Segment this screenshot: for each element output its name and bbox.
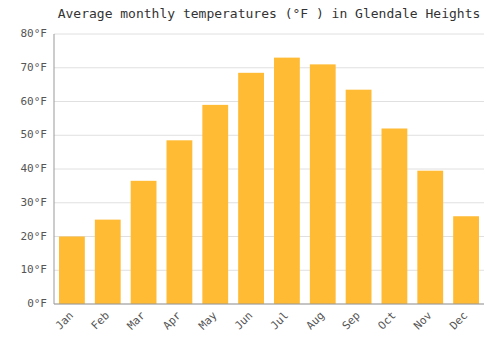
x-tick-label: Aug	[304, 309, 327, 332]
bar	[59, 237, 85, 305]
x-tick-label: Jun	[232, 309, 255, 332]
x-tick-label: Dec	[447, 309, 470, 332]
y-tick-label: 20°F	[21, 230, 48, 243]
x-tick-label: Mar	[125, 309, 149, 333]
x-tick-label: Feb	[89, 309, 112, 332]
chart-container: 0°F 10°F 20°F 30°F 40°F 50°F 60°F 70°F 80°F Jan Fe…	[0, 0, 500, 350]
x-tick-label: Jan	[53, 309, 76, 332]
y-tick-label: 40°F	[21, 162, 48, 175]
grid	[54, 34, 484, 304]
grid-line	[54, 67, 484, 68]
y-tick-label: 30°F	[21, 196, 48, 209]
y-tick-label: 80°F	[21, 27, 48, 40]
bar	[310, 64, 336, 304]
x-axis-ticks: Jan Feb Mar Apr May Jun Jul Aug Sep Oct Nov Dec	[53, 309, 470, 333]
bar	[382, 129, 408, 305]
grid-line	[54, 34, 484, 35]
y-tick-label: 70°F	[21, 61, 48, 74]
bar	[274, 58, 300, 304]
bar	[453, 216, 479, 304]
grid-line	[54, 135, 484, 136]
x-axis-line	[54, 304, 484, 305]
x-tick-label: Sep	[340, 309, 363, 332]
x-tick-label: Apr	[160, 309, 184, 333]
grid-line	[54, 101, 484, 102]
x-tick-label: Jul	[268, 309, 291, 332]
chart: 0°F 10°F 20°F 30°F 40°F 50°F 60°F 70°F 80°F Jan Fe…	[0, 0, 500, 350]
bar	[346, 90, 372, 304]
bar	[202, 105, 228, 304]
grid-line	[54, 304, 484, 305]
bar	[167, 140, 193, 304]
bar	[95, 220, 121, 304]
bar	[131, 181, 157, 304]
x-tick-label: May	[196, 309, 220, 333]
x-tick-label: Nov	[411, 309, 435, 333]
y-tick-label: 10°F	[21, 263, 48, 276]
y-axis-ticks: 0°F 10°F 20°F 30°F 40°F 50°F 60°F 70°F 80°F	[21, 27, 48, 310]
bar	[417, 171, 443, 304]
y-tick-label: 60°F	[21, 95, 48, 108]
x-tick-label: Oct	[375, 309, 398, 332]
bar	[238, 73, 264, 304]
y-tick-label: 0°F	[27, 297, 47, 310]
title: Average monthly temperatures (°F ) in Gl…	[58, 6, 481, 21]
grid-line	[54, 169, 484, 170]
background	[0, 0, 500, 350]
page: {"chart_data": {"type": "bar", "title": …	[0, 0, 500, 350]
bars	[59, 58, 479, 304]
y-axis-line	[54, 34, 55, 304]
y-tick-label: 50°F	[21, 128, 48, 141]
